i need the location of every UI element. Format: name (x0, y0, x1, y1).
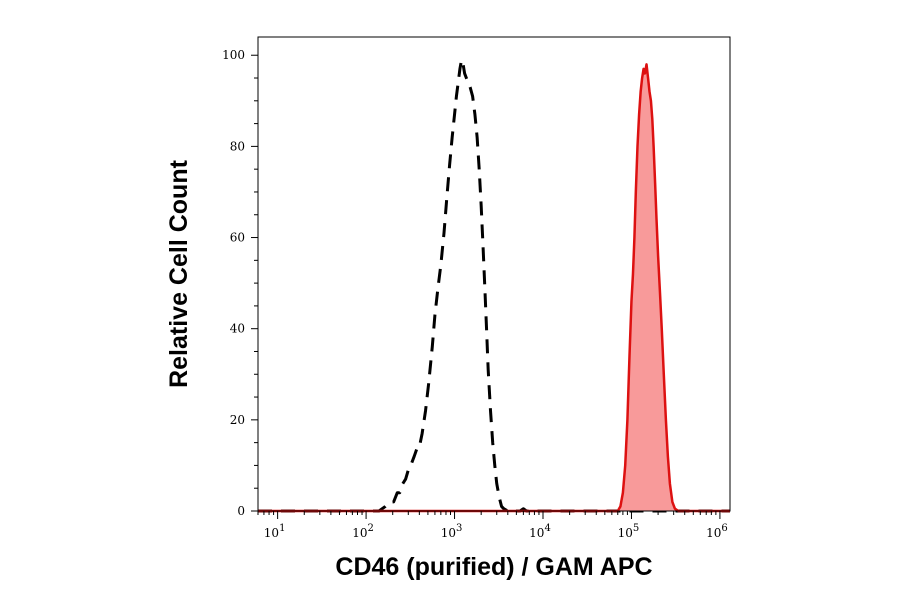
axis-layer: 0 20 40 60 80 100 101 102 103 104 105 106 (222, 48, 728, 540)
x-tick-label: 106 (706, 523, 728, 540)
x-tick-label: 105 (618, 523, 640, 540)
x-tick-label: 101 (264, 523, 286, 540)
x-tick-label: 104 (529, 523, 551, 540)
y-tick-label: 60 (230, 231, 245, 245)
y-tick-label: 20 (230, 413, 245, 427)
y-tick-label: 40 (230, 322, 245, 336)
series-2-fill (258, 64, 730, 511)
x-tick-label: 103 (441, 523, 463, 540)
series-layer (258, 58, 730, 513)
y-tick-label: 100 (222, 48, 245, 62)
y-tick-label: 0 (237, 504, 245, 518)
x-tick-label: 102 (352, 523, 374, 540)
y-axis-title: Relative Cell Count (165, 159, 193, 387)
series-1-line (258, 58, 730, 513)
plot-frame (257, 36, 731, 512)
series-2-line (258, 63, 730, 513)
y-tick-label: 80 (230, 139, 245, 153)
x-axis-title: CD46 (purified) / GAM APC (335, 553, 652, 581)
